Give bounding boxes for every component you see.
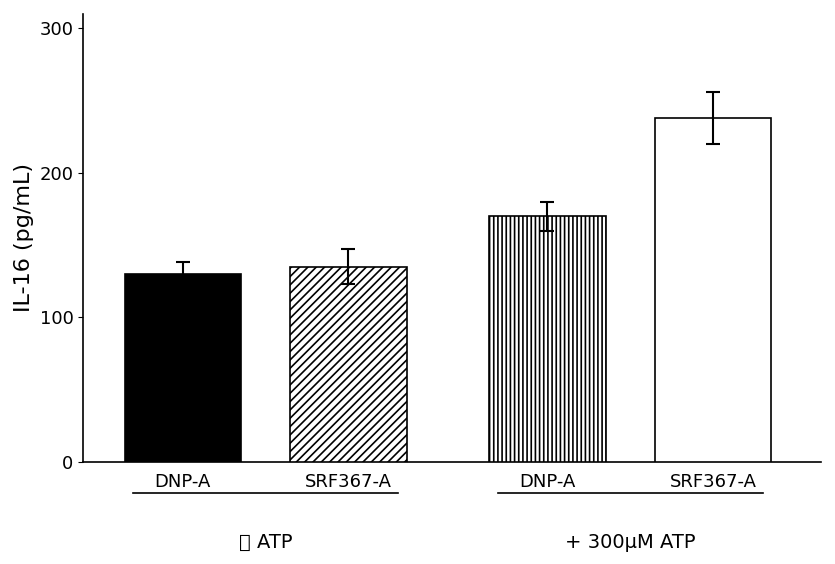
Text: + 300μM ATP: + 300μM ATP [565, 534, 696, 552]
Bar [655, 118, 772, 461]
Y-axis label: IL-16 (pg/mL): IL-16 (pg/mL) [14, 163, 34, 312]
Bar [291, 267, 407, 461]
Bar [489, 216, 605, 461]
Bar [124, 274, 240, 461]
Text: 无 ATP: 无 ATP [239, 534, 292, 552]
